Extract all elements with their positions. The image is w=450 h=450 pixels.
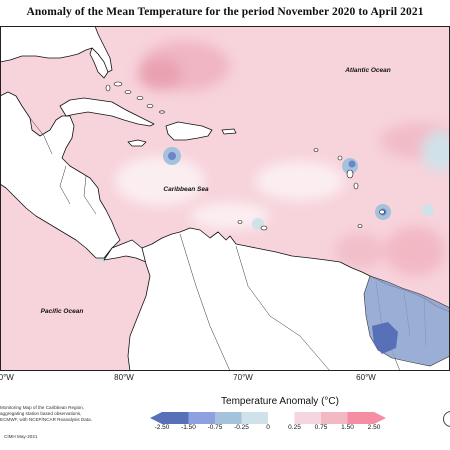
country-border <box>179 233 231 371</box>
country-border <box>83 175 97 215</box>
legend-tick-label: 0.25 <box>288 424 301 431</box>
credit-line: Monitoring Map of the Caribbean Region, <box>0 405 85 410</box>
credit-text: Monitoring Map of the Caribbean Region, … <box>0 405 116 423</box>
island <box>260 225 268 231</box>
island <box>146 104 154 108</box>
land-north-america <box>0 26 113 73</box>
longitude-label: 70°W <box>233 373 253 382</box>
legend-arrow-right <box>374 412 386 424</box>
cool-anomaly-region <box>422 131 450 171</box>
land-florida <box>89 47 109 79</box>
legend-tick-label: -0.25 <box>234 424 249 431</box>
longitude-label: 90°W <box>0 373 14 382</box>
legend-swatch <box>162 412 189 424</box>
legend-swatch <box>188 412 215 424</box>
island <box>313 148 319 152</box>
longitude-label: 60°W <box>356 373 376 382</box>
cool-anomaly-core <box>372 322 398 354</box>
island <box>136 96 144 100</box>
country-border <box>59 165 71 205</box>
cimh-logo <box>443 411 450 427</box>
land-hispaniola <box>165 121 213 141</box>
credit-line: aggregating station based observations, <box>0 411 82 416</box>
country-border <box>235 245 331 371</box>
neutral-anomaly-region <box>255 161 345 201</box>
island <box>379 209 385 215</box>
legend-title: Temperature Anomaly (°C) <box>221 396 339 407</box>
island <box>159 110 165 114</box>
land-south-america <box>127 227 450 371</box>
island <box>346 169 354 179</box>
longitude-label: 80°W <box>114 373 134 382</box>
legend-tick-label: 0 <box>266 424 270 431</box>
anomaly-map: Atlantic Ocean Caribbean Sea Pacific Oce… <box>0 26 450 371</box>
legend-swatch <box>268 412 295 424</box>
island <box>337 155 343 161</box>
legend-swatch <box>241 412 268 424</box>
island <box>124 90 132 94</box>
map-title: Anomaly of the Mean Temperature for the … <box>26 6 424 18</box>
country-border <box>29 117 53 155</box>
island <box>105 84 111 92</box>
legend-swatch <box>215 412 242 424</box>
cool-anomaly-core <box>348 160 356 168</box>
legend-tick-label: -1.50 <box>181 424 196 431</box>
legend-tick-label: 2.50 <box>367 424 381 431</box>
warm-anomaly-region <box>385 226 445 276</box>
neutral-anomaly-region <box>190 202 270 230</box>
land-central-america <box>0 91 121 259</box>
cool-anomaly-core <box>422 204 434 216</box>
legend-swatch <box>294 412 321 424</box>
legend-tick-label: -2.50 <box>154 424 170 431</box>
land-puerto-rico <box>221 128 237 135</box>
warm-anomaly-region <box>138 58 182 90</box>
credit-line: ECMWF, with NCEP/NCAR Reanalysis Data. <box>0 417 92 422</box>
neutral-anomaly-region <box>115 156 205 206</box>
island <box>113 81 123 87</box>
island <box>237 220 243 224</box>
credit-footer: CIMH May-2021 <box>4 434 38 439</box>
atlantic-ocean-label: Atlantic Ocean <box>344 67 391 74</box>
legend-tick-label: 1.50 <box>341 424 354 431</box>
pacific-ocean-label: Pacific Ocean <box>41 308 84 315</box>
land-jamaica <box>127 139 147 147</box>
legend-tick-label: -0.75 <box>207 424 223 431</box>
cool-anomaly-core <box>168 152 176 160</box>
legend-swatch <box>321 412 348 424</box>
legend-arrow-left <box>150 412 162 424</box>
caribbean-sea-label: Caribbean Sea <box>163 186 209 193</box>
legend-tick-label: 0.75 <box>314 424 328 431</box>
legend-swatch <box>347 412 374 424</box>
island <box>357 224 363 228</box>
warm-anomaly-region <box>335 233 385 269</box>
land-cuba <box>59 97 155 127</box>
color-legend <box>150 412 386 424</box>
island <box>353 182 359 190</box>
